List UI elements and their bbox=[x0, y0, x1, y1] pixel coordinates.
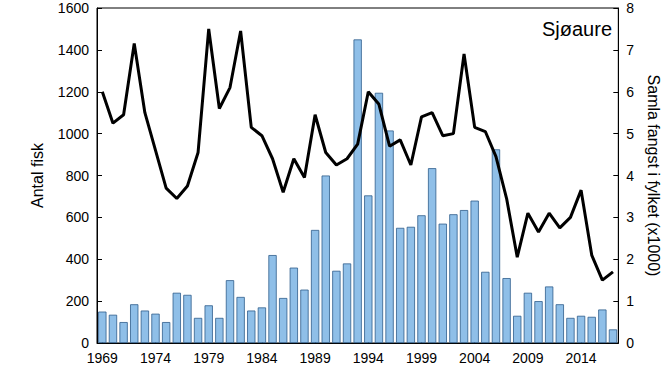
svg-text:7: 7 bbox=[626, 42, 634, 58]
svg-text:1400: 1400 bbox=[58, 42, 89, 58]
svg-text:400: 400 bbox=[66, 251, 90, 267]
svg-text:1200: 1200 bbox=[58, 84, 89, 100]
svg-text:8: 8 bbox=[626, 0, 634, 16]
svg-text:2014: 2014 bbox=[565, 350, 596, 366]
svg-text:Antal fisk: Antal fisk bbox=[29, 142, 46, 208]
svg-text:5: 5 bbox=[626, 126, 634, 142]
svg-text:2004: 2004 bbox=[459, 350, 490, 366]
svg-text:1994: 1994 bbox=[353, 350, 384, 366]
svg-text:1999: 1999 bbox=[406, 350, 437, 366]
svg-text:1984: 1984 bbox=[246, 350, 277, 366]
svg-text:Samla fangst i fylket (x1000): Samla fangst i fylket (x1000) bbox=[645, 75, 662, 277]
svg-text:Sjøaure: Sjøaure bbox=[542, 18, 612, 40]
svg-text:800: 800 bbox=[66, 168, 90, 184]
svg-text:1000: 1000 bbox=[58, 126, 89, 142]
svg-text:1600: 1600 bbox=[58, 0, 89, 16]
svg-text:0: 0 bbox=[626, 335, 634, 351]
svg-text:2009: 2009 bbox=[512, 350, 543, 366]
svg-text:1979: 1979 bbox=[193, 350, 224, 366]
svg-text:4: 4 bbox=[626, 168, 634, 184]
svg-text:2: 2 bbox=[626, 251, 634, 267]
svg-text:600: 600 bbox=[66, 209, 90, 225]
svg-text:1974: 1974 bbox=[140, 350, 171, 366]
svg-text:1: 1 bbox=[626, 293, 634, 309]
svg-text:0: 0 bbox=[81, 335, 89, 351]
svg-text:3: 3 bbox=[626, 209, 634, 225]
svg-text:6: 6 bbox=[626, 84, 634, 100]
svg-text:200: 200 bbox=[66, 293, 90, 309]
svg-text:1969: 1969 bbox=[87, 350, 118, 366]
svg-text:1989: 1989 bbox=[300, 350, 331, 366]
